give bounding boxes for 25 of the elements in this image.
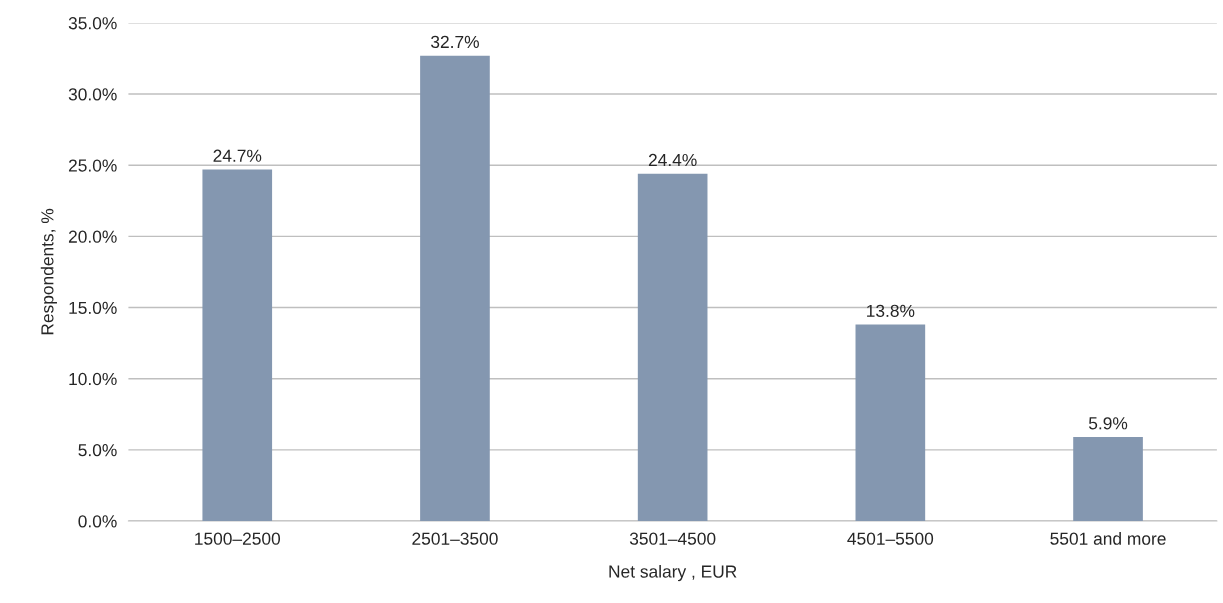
bar — [1073, 437, 1143, 521]
x-tick-label: 1500–2500 — [195, 532, 281, 545]
x-tick-label: 5501 and more — [1050, 532, 1166, 545]
data-label: 24.7% — [213, 149, 262, 162]
x-tick-label: 3501–4500 — [629, 532, 716, 545]
y-tick-label: 20.0% — [68, 230, 117, 243]
x-axis-title: Net salary , EUR — [609, 564, 737, 582]
y-axis-title: Respondents, % — [40, 208, 57, 335]
y-tick-label: 0.0% — [78, 515, 117, 528]
data-label: 13.8% — [867, 304, 915, 318]
bar — [637, 173, 708, 521]
y-tick-label: 15.0% — [69, 301, 117, 314]
data-label: 32.7% — [431, 35, 479, 49]
x-tick-label: 2501–3500 — [412, 532, 498, 545]
x-tick-label: 4501–5500 — [847, 532, 934, 545]
bar — [420, 55, 490, 521]
y-tick-label: 30.0% — [68, 88, 117, 101]
y-tick-label: 10.0% — [69, 372, 117, 386]
data-label: 24.4% — [648, 153, 697, 167]
y-tick-label: 35.0% — [68, 17, 117, 30]
bar — [855, 324, 926, 521]
data-label: 5.9% — [1088, 417, 1128, 430]
y-tick-label: 5.0% — [78, 444, 117, 457]
y-tick-label: 25.0% — [68, 159, 117, 172]
bar — [202, 169, 273, 521]
